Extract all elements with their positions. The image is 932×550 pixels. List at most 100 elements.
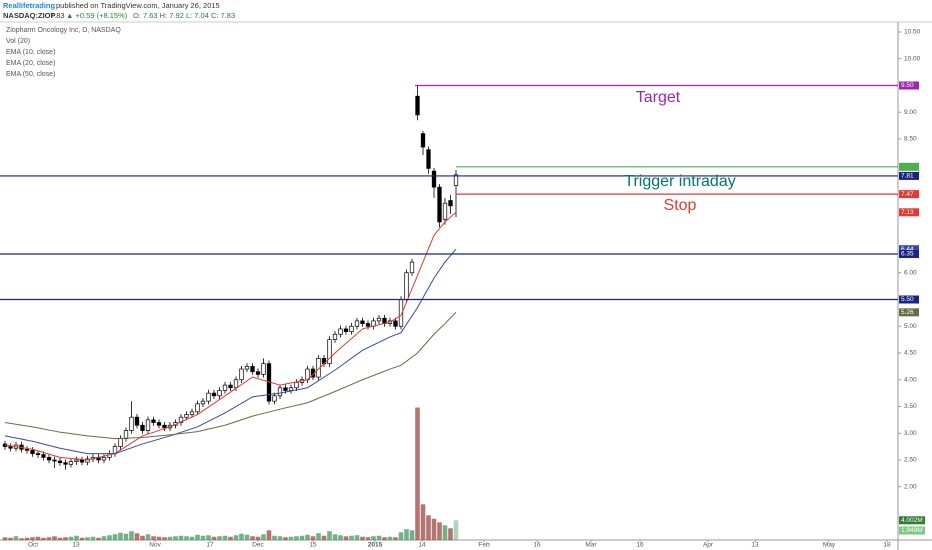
publisher[interactable]: Reallifetrading <box>3 1 56 10</box>
x-tick-label: 2015 <box>368 542 383 549</box>
candle-body <box>74 459 79 462</box>
candle-body <box>123 430 129 439</box>
volume-bar <box>349 535 354 541</box>
candle-body <box>360 320 365 324</box>
candle-body <box>448 200 453 207</box>
candle-body <box>162 424 167 429</box>
candle-body <box>415 95 420 116</box>
change: ▲ +0.59 (+8.15%) <box>66 11 128 20</box>
volume-bar <box>52 536 57 541</box>
volume-bar <box>332 534 338 541</box>
legend-ema: EMA (10, close) <box>6 49 55 56</box>
ema-price-box <box>899 245 919 254</box>
volume-bar <box>343 536 349 541</box>
volume-bar <box>316 533 321 541</box>
candle-body <box>272 395 277 402</box>
y-tick-label: 3.00 <box>904 430 917 437</box>
legend-title: Ziopharm Oncology Inc, D, NASDAQ <box>6 27 121 34</box>
x-tick-label: Dec <box>252 542 264 549</box>
candle-body <box>431 170 437 188</box>
volume-bar <box>415 407 420 541</box>
candle-body <box>261 363 266 375</box>
volume-bar <box>145 534 151 541</box>
candle-body <box>46 456 52 461</box>
volume-bar <box>376 535 382 541</box>
quote: O: 7.63 H: 7.92 L: 7.04 C: 7.83 <box>133 11 235 20</box>
volume-bar <box>184 536 189 541</box>
volume-bar <box>398 532 404 541</box>
level-price-label: 5.50 <box>901 296 914 303</box>
volume-bar <box>453 520 459 541</box>
candle-body <box>437 186 442 223</box>
candle-body <box>129 416 134 431</box>
candle-body <box>376 317 382 322</box>
level-price-label: 9.50 <box>901 82 914 89</box>
x-tick-label: 16 <box>533 542 541 549</box>
volume-bar <box>211 536 217 541</box>
volume-bar <box>57 537 63 541</box>
candle-body <box>145 419 151 431</box>
candle-body <box>79 459 85 463</box>
volume-bar <box>387 536 393 541</box>
volume-box <box>899 526 925 535</box>
candle-body <box>426 149 431 169</box>
volume-box <box>899 516 925 525</box>
volume-bar <box>162 537 167 541</box>
volume-bar <box>19 538 24 541</box>
volume-bar <box>371 536 376 541</box>
candle-body <box>404 272 409 300</box>
volume-bar <box>228 536 233 541</box>
level-price-box <box>899 81 919 90</box>
candle-body <box>118 438 123 447</box>
ema-price-box <box>899 308 919 317</box>
volume-bar <box>24 537 30 541</box>
y-tick-label: 3.50 <box>904 403 917 410</box>
volume-bar <box>68 536 74 541</box>
volume-bar <box>277 536 283 541</box>
symbol: NASDAQ:ZIOP <box>3 11 56 20</box>
level-price-label: 7.47 <box>901 191 914 198</box>
volume-label: 1.948M <box>901 527 923 534</box>
volume-bar <box>35 536 41 541</box>
volume-bar <box>327 531 332 541</box>
candle-body <box>85 458 90 463</box>
y-tick-label: 4.50 <box>904 350 917 357</box>
candle-body <box>283 387 288 391</box>
volume-bar <box>13 536 19 541</box>
candle-body <box>200 400 206 405</box>
candle-body <box>211 392 217 397</box>
volume-bar <box>123 533 129 541</box>
candle-body <box>35 453 41 455</box>
candle-body <box>393 320 398 327</box>
volume-bar <box>101 536 107 541</box>
y-tick-label: 2.00 <box>904 483 917 490</box>
ema-price-label: 5.26 <box>901 309 914 316</box>
ema-line <box>4 211 457 461</box>
annotation: Stop <box>664 197 697 214</box>
candle-body <box>189 411 195 415</box>
candle-body <box>365 323 371 327</box>
x-tick-label: Nov <box>149 542 161 549</box>
volume-bar <box>46 537 52 541</box>
volume-bar <box>305 534 310 541</box>
volume-bar <box>393 537 398 541</box>
x-tick-label: May <box>823 542 836 549</box>
volume-bar <box>74 535 79 541</box>
volume-bar <box>217 536 222 541</box>
volume-bar <box>107 535 112 541</box>
ema-line <box>4 311 457 440</box>
ema-price-label: 6.44 <box>901 246 914 253</box>
volume-bar <box>409 530 415 541</box>
volume-bar <box>272 535 277 541</box>
level-price-label: 7.81 <box>901 173 914 180</box>
x-tick-label: Apr <box>703 542 714 549</box>
last-price: 7.83 <box>50 11 65 20</box>
volume-bar <box>112 534 118 541</box>
x-tick-label: 17 <box>206 542 214 549</box>
y-tick-label: 4.00 <box>904 376 917 383</box>
volume-bar <box>294 536 299 541</box>
candle-body <box>420 133 426 148</box>
legend-ema: EMA (20, close) <box>6 60 55 67</box>
